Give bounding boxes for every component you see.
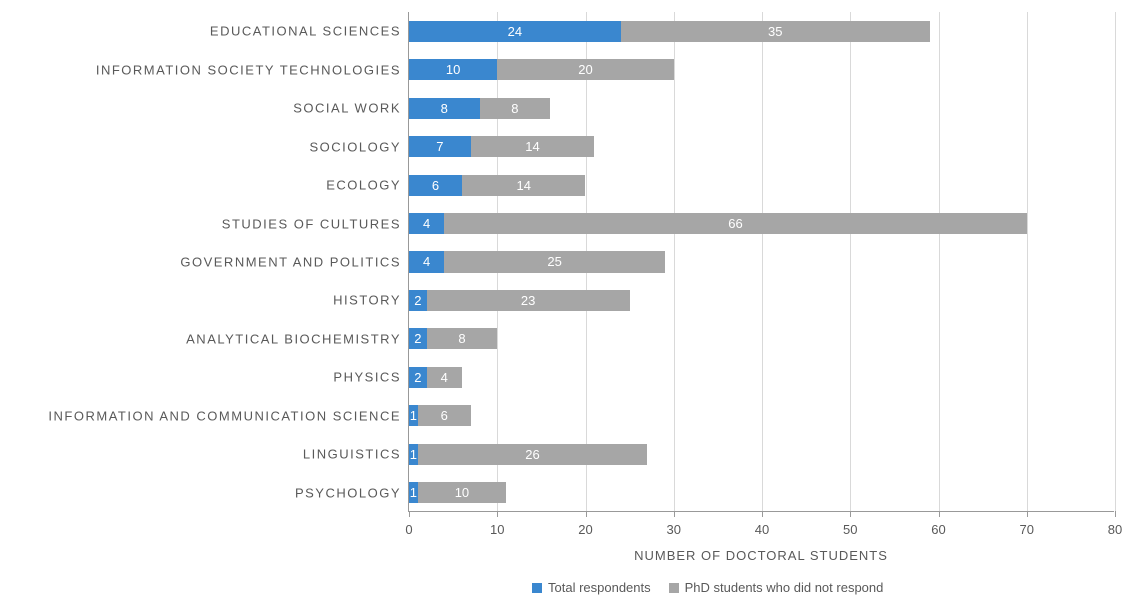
bar-value-label: 1 xyxy=(410,408,417,423)
category-label: PHYSICS xyxy=(333,370,409,385)
legend-swatch xyxy=(532,583,542,593)
legend-item: Total respondents xyxy=(532,580,651,595)
bar-value-label: 25 xyxy=(547,254,561,269)
category-label: INFORMATION AND COMMUNICATION SCIENCE xyxy=(48,408,409,423)
bar-value-label: 14 xyxy=(516,178,530,193)
category-label: LINGUISTICS xyxy=(303,447,409,462)
bar-value-label: 10 xyxy=(455,485,469,500)
bar-segment-respondents: 8 xyxy=(409,98,480,119)
bar-segment-non_respondents: 14 xyxy=(471,136,595,157)
bar-value-label: 4 xyxy=(441,370,448,385)
chart-container: 01020304050607080EDUCATIONAL SCIENCES243… xyxy=(0,0,1136,612)
bar-segment-non_respondents: 25 xyxy=(444,251,665,272)
legend-swatch xyxy=(669,583,679,593)
legend: Total respondents PhD students who did no… xyxy=(532,580,883,595)
legend-label: PhD students who did not respond xyxy=(685,580,884,595)
x-tick xyxy=(850,511,851,517)
bar-segment-non_respondents: 10 xyxy=(418,482,506,503)
x-tick-label: 80 xyxy=(1108,522,1122,537)
bar-segment-respondents: 6 xyxy=(409,175,462,196)
x-tick xyxy=(409,511,410,517)
bar-segment-non_respondents: 14 xyxy=(462,175,586,196)
x-tick-label: 40 xyxy=(755,522,769,537)
bar-segment-respondents: 1 xyxy=(409,405,418,426)
bar-value-label: 24 xyxy=(508,24,522,39)
x-tick xyxy=(1115,511,1116,517)
x-tick-label: 50 xyxy=(843,522,857,537)
bar-segment-non_respondents: 26 xyxy=(418,444,647,465)
x-tick xyxy=(586,511,587,517)
bar-segment-respondents: 24 xyxy=(409,21,621,42)
bar-value-label: 1 xyxy=(410,447,417,462)
category-label: SOCIOLOGY xyxy=(309,139,409,154)
bar-segment-non_respondents: 8 xyxy=(480,98,551,119)
bar-segment-non_respondents: 23 xyxy=(427,290,630,311)
bar-value-label: 1 xyxy=(410,485,417,500)
x-axis-title: NUMBER OF DOCTORAL STUDENTS xyxy=(634,548,888,563)
bar-value-label: 14 xyxy=(525,139,539,154)
bar-value-label: 35 xyxy=(768,24,782,39)
bar-segment-respondents: 7 xyxy=(409,136,471,157)
x-tick xyxy=(497,511,498,517)
x-tick-label: 60 xyxy=(931,522,945,537)
bar-value-label: 6 xyxy=(432,178,439,193)
bar-value-label: 8 xyxy=(441,101,448,116)
bar-segment-non_respondents: 8 xyxy=(427,328,498,349)
bar-value-label: 23 xyxy=(521,293,535,308)
bar-segment-respondents: 2 xyxy=(409,367,427,388)
gridline xyxy=(1115,12,1116,511)
category-label: INFORMATION SOCIETY TECHNOLOGIES xyxy=(96,62,409,77)
bar-value-label: 10 xyxy=(446,62,460,77)
category-label: PSYCHOLOGY xyxy=(295,485,409,500)
category-label: STUDIES OF CULTURES xyxy=(222,216,409,231)
category-label: SOCIAL WORK xyxy=(293,101,409,116)
bar-value-label: 20 xyxy=(578,62,592,77)
bar-segment-respondents: 10 xyxy=(409,59,497,80)
bar-value-label: 8 xyxy=(511,101,518,116)
plot-area: 01020304050607080EDUCATIONAL SCIENCES243… xyxy=(408,12,1114,512)
gridline xyxy=(674,12,675,511)
bar-segment-respondents: 1 xyxy=(409,482,418,503)
gridline xyxy=(1027,12,1028,511)
bar-segment-non_respondents: 35 xyxy=(621,21,930,42)
x-tick-label: 30 xyxy=(667,522,681,537)
bar-value-label: 2 xyxy=(414,293,421,308)
legend-item: PhD students who did not respond xyxy=(669,580,884,595)
bar-value-label: 6 xyxy=(441,408,448,423)
category-label: ANALYTICAL BIOCHEMISTRY xyxy=(186,331,409,346)
bar-value-label: 66 xyxy=(728,216,742,231)
bar-segment-respondents: 4 xyxy=(409,251,444,272)
bar-segment-respondents: 2 xyxy=(409,290,427,311)
bar-value-label: 4 xyxy=(423,216,430,231)
bar-value-label: 2 xyxy=(414,370,421,385)
category-label: EDUCATIONAL SCIENCES xyxy=(210,24,409,39)
gridline xyxy=(762,12,763,511)
bar-value-label: 7 xyxy=(436,139,443,154)
bar-segment-respondents: 2 xyxy=(409,328,427,349)
x-tick-label: 20 xyxy=(578,522,592,537)
x-tick xyxy=(762,511,763,517)
bar-value-label: 8 xyxy=(458,331,465,346)
category-label: HISTORY xyxy=(333,293,409,308)
bar-segment-respondents: 1 xyxy=(409,444,418,465)
bar-segment-respondents: 4 xyxy=(409,213,444,234)
bar-segment-non_respondents: 4 xyxy=(427,367,462,388)
bar-value-label: 26 xyxy=(525,447,539,462)
x-tick xyxy=(1027,511,1028,517)
x-tick-label: 0 xyxy=(405,522,412,537)
bar-segment-non_respondents: 66 xyxy=(444,213,1026,234)
x-tick-label: 70 xyxy=(1020,522,1034,537)
bar-segment-non_respondents: 20 xyxy=(497,59,674,80)
bar-segment-non_respondents: 6 xyxy=(418,405,471,426)
gridline xyxy=(850,12,851,511)
x-tick xyxy=(939,511,940,517)
x-tick-label: 10 xyxy=(490,522,504,537)
x-tick xyxy=(674,511,675,517)
legend-label: Total respondents xyxy=(548,580,651,595)
category-label: ECOLOGY xyxy=(326,178,409,193)
bar-value-label: 2 xyxy=(414,331,421,346)
gridline xyxy=(939,12,940,511)
category-label: GOVERNMENT AND POLITICS xyxy=(180,255,409,270)
bar-value-label: 4 xyxy=(423,254,430,269)
